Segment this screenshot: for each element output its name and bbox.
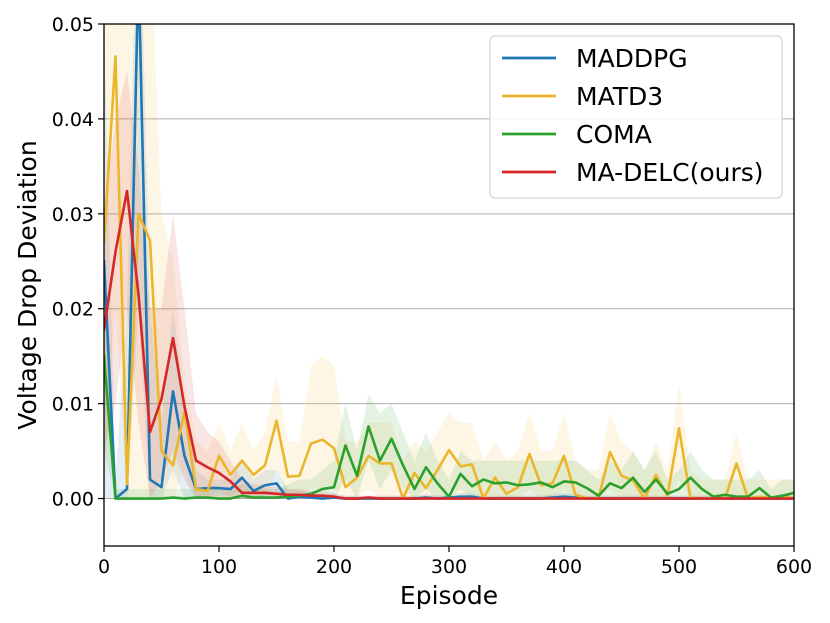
x-tick-label-4: 400 <box>546 556 582 578</box>
band-series-0 <box>104 24 794 499</box>
x-tick-label-2: 200 <box>316 556 352 578</box>
line-series-3 <box>104 189 794 500</box>
x-axis-label: Episode <box>400 581 498 610</box>
band-series-1 <box>104 24 794 499</box>
x-tick-label-1: 100 <box>201 556 237 578</box>
y-tick-label-1: 0.01 <box>52 394 94 416</box>
y-tick-label-3: 0.03 <box>52 204 94 226</box>
y-tick-label-2: 0.02 <box>52 299 94 321</box>
legend-label-2: COMA <box>576 120 652 149</box>
legend: MADDPG MATD3 COMA MA-DELC(ours) <box>489 35 783 199</box>
series-lines <box>104 24 794 500</box>
legend-box <box>489 35 783 199</box>
legend-label-3: MA-DELC(ours) <box>576 158 764 187</box>
legend-label-1: MATD3 <box>576 82 663 111</box>
x-tick-label-5: 500 <box>661 556 697 578</box>
y-axis-ticks: 0.00 0.01 0.02 0.03 0.04 0.05 <box>52 14 104 511</box>
line-series-2 <box>104 354 794 500</box>
legend-label-0: MADDPG <box>576 44 688 73</box>
y-tick-label-5: 0.05 <box>52 14 94 36</box>
y-axis-label: Voltage Drop Deviation <box>13 140 42 429</box>
y-tick-label-4: 0.04 <box>52 109 94 131</box>
confidence-bands <box>104 24 794 499</box>
x-tick-label-6: 600 <box>776 556 812 578</box>
line-series-1 <box>104 54 794 500</box>
x-axis-ticks: 0 100 200 300 400 500 600 <box>98 546 812 578</box>
y-tick-label-0: 0.00 <box>52 489 94 511</box>
x-tick-label-0: 0 <box>98 556 110 578</box>
x-tick-label-3: 300 <box>431 556 467 578</box>
